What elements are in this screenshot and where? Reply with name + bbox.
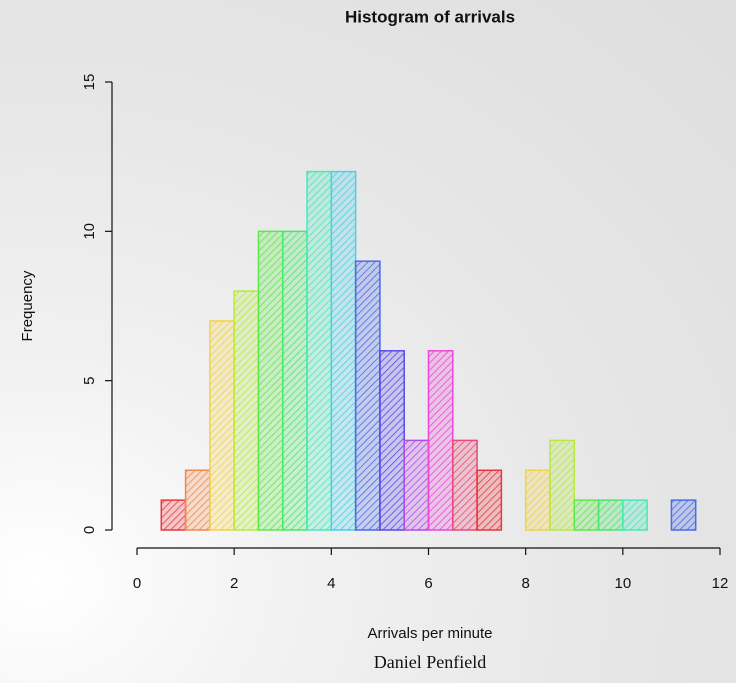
bar [234, 291, 258, 530]
x-axis-label: Arrivals per minute [367, 625, 492, 642]
bar [599, 500, 623, 530]
x-tick-label: 8 [521, 575, 529, 592]
y-tick-label: 0 [81, 526, 98, 534]
bar [429, 351, 453, 530]
chart-title: Histogram of arrivals [345, 7, 515, 26]
bar [283, 231, 307, 530]
bar [526, 470, 550, 530]
bar [356, 261, 380, 530]
x-tick-label: 12 [712, 575, 729, 592]
bar [453, 440, 477, 530]
bar [550, 440, 574, 530]
bar [404, 440, 428, 530]
y-tick-label: 10 [81, 223, 98, 240]
bar [307, 172, 331, 530]
bar [623, 500, 647, 530]
bar [574, 500, 598, 530]
x-tick-label: 10 [614, 575, 631, 592]
bar [380, 351, 404, 530]
y-axis-label: Frequency [19, 270, 36, 341]
y-tick-label: 15 [81, 74, 98, 91]
x-tick-label: 4 [327, 575, 335, 592]
x-tick-label: 0 [133, 575, 141, 592]
x-tick-label: 6 [424, 575, 432, 592]
bar [331, 172, 355, 530]
bar [161, 500, 185, 530]
caption: Daniel Penfield [374, 652, 486, 672]
bar [186, 470, 210, 530]
bar [671, 500, 695, 530]
x-tick-label: 2 [230, 575, 238, 592]
bar [258, 231, 282, 530]
bar [477, 470, 501, 530]
bar [210, 321, 234, 530]
chart: Histogram of arrivals Arrivals per minut… [0, 0, 736, 683]
y-tick-label: 5 [81, 376, 98, 384]
